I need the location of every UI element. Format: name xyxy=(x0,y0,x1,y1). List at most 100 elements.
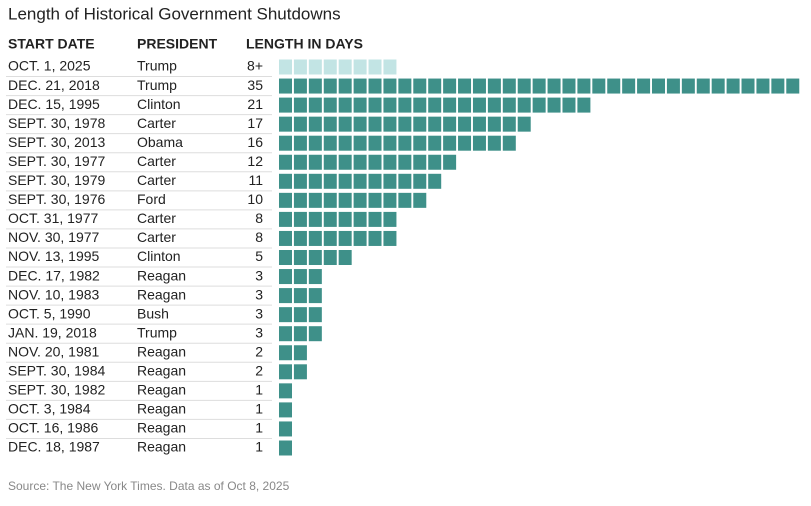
day-square xyxy=(323,211,337,227)
day-square xyxy=(562,97,576,113)
value-label: 1 xyxy=(255,439,263,455)
day-square xyxy=(308,250,322,265)
day-square xyxy=(383,211,397,227)
day-square xyxy=(413,116,427,132)
day-square xyxy=(652,78,665,94)
day-square xyxy=(577,97,591,113)
day-square xyxy=(472,78,486,94)
value-label: 16 xyxy=(247,134,263,150)
start-date: OCT. 5, 1990 xyxy=(8,305,91,321)
day-square xyxy=(293,135,307,151)
day-square xyxy=(353,116,367,132)
day-square xyxy=(756,78,770,94)
day-square xyxy=(741,78,755,94)
source-note: Source: The New York Times. Data as of O… xyxy=(8,479,290,493)
start-date: NOV. 20, 1981 xyxy=(8,343,100,359)
day-square xyxy=(413,97,427,113)
day-square xyxy=(517,116,531,132)
day-square xyxy=(279,211,292,227)
day-square xyxy=(517,97,531,113)
start-date: SEPT. 30, 1977 xyxy=(8,153,106,169)
day-square xyxy=(502,78,516,94)
day-square xyxy=(368,211,382,227)
day-square xyxy=(458,78,472,94)
value-label: 10 xyxy=(247,191,263,207)
president: Carter xyxy=(137,153,176,169)
day-square xyxy=(323,97,337,113)
day-square xyxy=(547,97,561,113)
day-square xyxy=(279,364,292,380)
day-square xyxy=(353,192,367,208)
day-square xyxy=(443,97,457,113)
day-square xyxy=(293,288,307,304)
day-square xyxy=(577,78,591,94)
day-square xyxy=(293,364,307,380)
start-date: SEPT. 30, 1979 xyxy=(8,172,106,188)
start-date: OCT. 3, 1984 xyxy=(8,401,91,417)
day-square xyxy=(353,173,367,189)
day-square xyxy=(353,211,367,227)
president: Bush xyxy=(137,305,169,321)
president: Clinton xyxy=(137,248,181,264)
day-square xyxy=(308,154,322,170)
president: Reagan xyxy=(137,267,186,283)
day-square xyxy=(353,154,367,170)
president: Carter xyxy=(137,115,176,131)
day-square xyxy=(308,211,322,227)
day-square xyxy=(353,78,367,94)
day-square xyxy=(428,135,442,151)
start-date: SEPT. 30, 2013 xyxy=(8,134,106,150)
day-square xyxy=(323,250,337,265)
day-square xyxy=(308,307,322,323)
day-square xyxy=(308,97,322,113)
day-square xyxy=(413,192,427,208)
day-square xyxy=(338,230,352,246)
day-square xyxy=(428,173,442,189)
day-square xyxy=(338,250,352,265)
start-date: NOV. 30, 1977 xyxy=(8,229,100,245)
day-square xyxy=(607,78,621,94)
day-square xyxy=(279,383,292,399)
day-square xyxy=(383,97,397,113)
president: Obama xyxy=(137,134,183,150)
day-square xyxy=(666,78,680,94)
day-square xyxy=(293,192,307,208)
day-square xyxy=(428,97,442,113)
day-square xyxy=(338,116,352,132)
president: Trump xyxy=(137,77,177,93)
day-square xyxy=(443,78,457,94)
column-header: PRESIDENT xyxy=(137,36,218,52)
president: Ford xyxy=(137,191,166,207)
day-square xyxy=(308,326,322,342)
value-label: 3 xyxy=(255,324,263,340)
day-square xyxy=(323,116,337,132)
start-date: SEPT. 30, 1978 xyxy=(8,115,106,131)
day-square xyxy=(487,78,501,94)
value-label: 35 xyxy=(247,77,263,93)
day-square xyxy=(368,59,382,75)
day-square xyxy=(368,192,382,208)
day-square xyxy=(711,78,725,94)
day-square xyxy=(323,230,337,246)
value-label: 3 xyxy=(255,305,263,321)
day-square xyxy=(279,440,292,456)
president: Reagan xyxy=(137,343,186,359)
day-square xyxy=(353,97,367,113)
day-square xyxy=(308,78,322,94)
day-square xyxy=(338,173,352,189)
start-date: SEPT. 30, 1982 xyxy=(8,382,106,398)
start-date: DEC. 18, 1987 xyxy=(8,439,100,455)
day-square xyxy=(323,78,337,94)
day-square xyxy=(293,250,307,265)
day-square xyxy=(279,173,292,189)
value-label: 1 xyxy=(255,382,263,398)
day-square xyxy=(323,135,337,151)
day-square xyxy=(368,230,382,246)
value-label: 2 xyxy=(255,363,263,379)
day-square xyxy=(279,250,292,265)
day-square xyxy=(279,154,292,170)
start-date: DEC. 17, 1982 xyxy=(8,267,100,283)
day-square xyxy=(293,154,307,170)
day-square xyxy=(502,135,516,151)
